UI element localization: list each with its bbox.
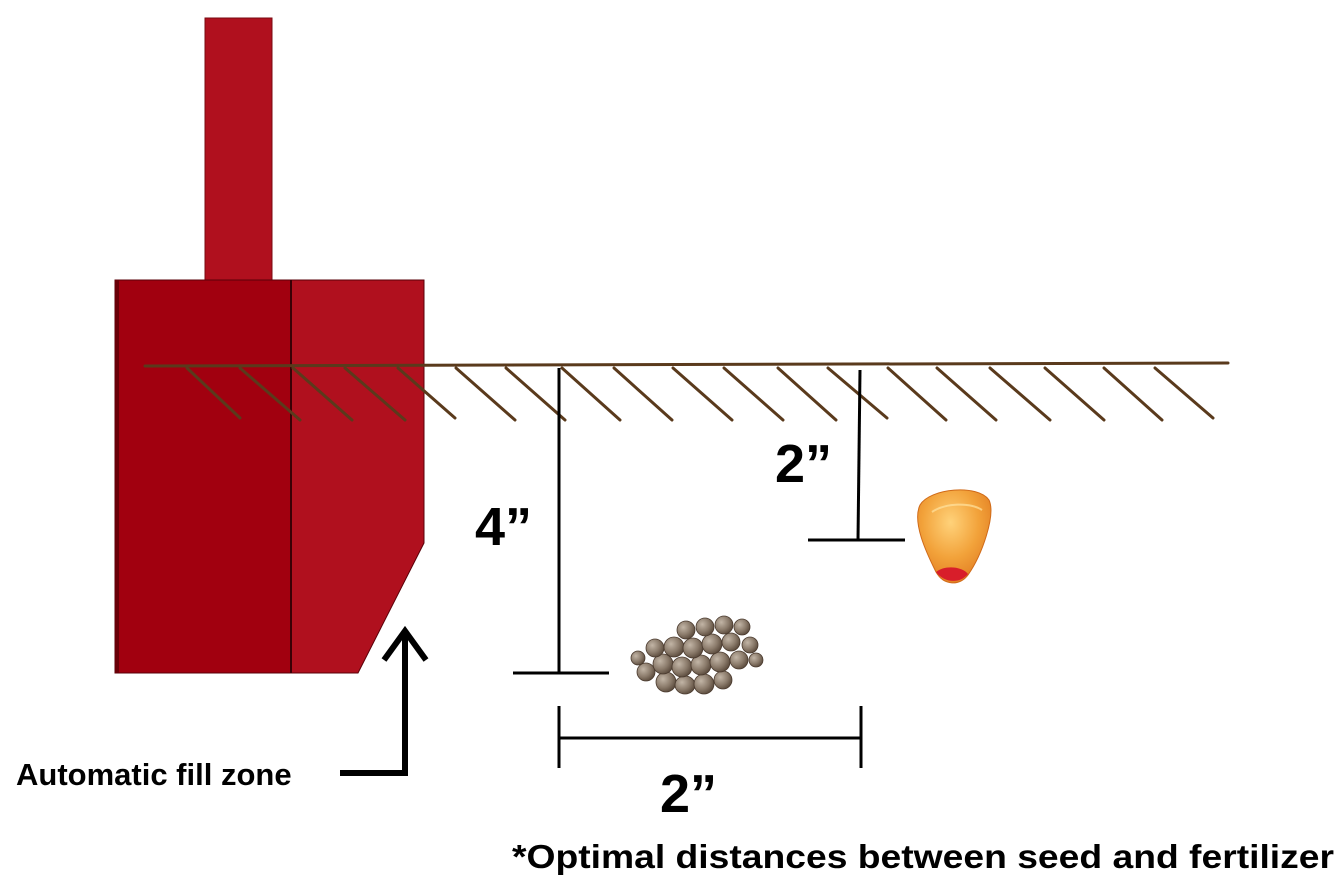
soil-hatch bbox=[776, 366, 838, 422]
dimension-horizontal bbox=[557, 706, 863, 768]
planter-shank bbox=[204, 17, 273, 281]
soil-hatch bbox=[671, 366, 734, 422]
soil-hatch bbox=[1153, 366, 1215, 420]
fill-zone-label: Automatic fill zone bbox=[16, 757, 292, 792]
soil-hatch bbox=[504, 366, 567, 422]
soil-hatch bbox=[185, 366, 242, 420]
soil-hatch bbox=[396, 366, 457, 420]
soil-hatch bbox=[454, 366, 517, 422]
corn-kernel-icon bbox=[917, 489, 992, 584]
footnote-label: *Optimal distances between seed and fert… bbox=[512, 838, 1334, 875]
soil-hatch bbox=[935, 366, 998, 422]
dimension-seed-depth bbox=[808, 369, 905, 542]
soil-hatch bbox=[1102, 366, 1164, 422]
soil-hatch bbox=[722, 366, 785, 422]
seed-depth-line bbox=[856, 369, 862, 541]
dimension-fertilizer-depth bbox=[513, 368, 609, 675]
seed-depth-label: 2” bbox=[775, 434, 832, 494]
soil-hatch bbox=[1043, 366, 1106, 422]
soil-hatch bbox=[612, 366, 674, 422]
soil-hatch bbox=[826, 366, 889, 420]
soil-hatch bbox=[343, 366, 407, 422]
soil-hatch bbox=[238, 366, 302, 422]
soil-line bbox=[143, 361, 1230, 368]
soil-hatch bbox=[886, 366, 948, 422]
planter-unit bbox=[114, 17, 425, 674]
soil-hatch bbox=[988, 366, 1052, 422]
planter-body-right bbox=[290, 279, 425, 674]
soil-surface bbox=[143, 361, 1230, 422]
planter-body-edge bbox=[115, 280, 119, 673]
fertilizer-pellets-icon bbox=[630, 615, 764, 695]
fertilizer-depth-label: 4” bbox=[475, 497, 532, 557]
soil-hatch bbox=[560, 366, 622, 422]
planter-body-left bbox=[114, 279, 292, 674]
soil-hatch bbox=[291, 366, 354, 422]
horizontal-distance-label: 2” bbox=[660, 764, 717, 824]
up-arrow-icon bbox=[340, 625, 429, 776]
